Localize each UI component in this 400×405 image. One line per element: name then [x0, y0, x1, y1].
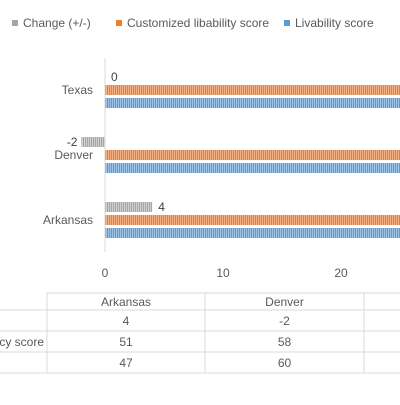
plot-area: Arkansas474Denver-2Texas47470	[43, 70, 400, 238]
table-cell: 47	[119, 356, 133, 370]
table-header-arkansas: Arkansas	[101, 295, 151, 309]
data-label-change-texas: 0	[111, 70, 118, 84]
bar-change-arkansas	[105, 202, 153, 212]
bar-customized-libability-score-texas	[105, 85, 400, 95]
category-label-texas: Texas	[62, 83, 93, 97]
legend-label-customized-libability-score: Customized libability score	[127, 16, 269, 30]
category-label-arkansas: Arkansas	[43, 213, 93, 227]
bar-livability-score-arkansas	[105, 228, 400, 238]
legend-swatch-change	[12, 20, 18, 26]
data-label-change-denver: -2	[67, 135, 78, 149]
data-table: Arkansas Denver 4 -2 cy score 51 58 47 60	[0, 292, 400, 374]
table-cell: 51	[119, 335, 133, 349]
legend-label-livability-score: Livability score	[295, 16, 374, 30]
category-label-denver: Denver	[54, 148, 93, 162]
legend-swatch-livability-score	[284, 20, 290, 26]
table-cell: 4	[123, 314, 130, 328]
x-tick-label: 20	[334, 266, 348, 280]
x-axis: -1001020304050	[102, 58, 348, 280]
bar-customized-libability-score-arkansas	[105, 215, 400, 225]
data-label-change-arkansas: 4	[158, 200, 165, 214]
table-cell: 60	[278, 356, 292, 370]
x-tick-label: 10	[216, 266, 230, 280]
legend-label-change: Change (+/-)	[23, 16, 91, 30]
table-row-label: cy score	[0, 335, 44, 349]
table-cell: 58	[278, 335, 292, 349]
legend: Change (+/-) Customized libability score L…	[12, 16, 374, 30]
table-cell: -2	[279, 314, 290, 328]
table-header-denver: Denver	[265, 295, 304, 309]
bar-change-denver	[81, 137, 105, 147]
bar-livability-score-texas	[105, 98, 400, 108]
bar-customized-libability-score-denver	[105, 150, 400, 160]
bar-livability-score-denver	[105, 163, 400, 173]
x-tick-label: 0	[102, 266, 109, 280]
legend-swatch-customized-libability-score	[116, 20, 122, 26]
